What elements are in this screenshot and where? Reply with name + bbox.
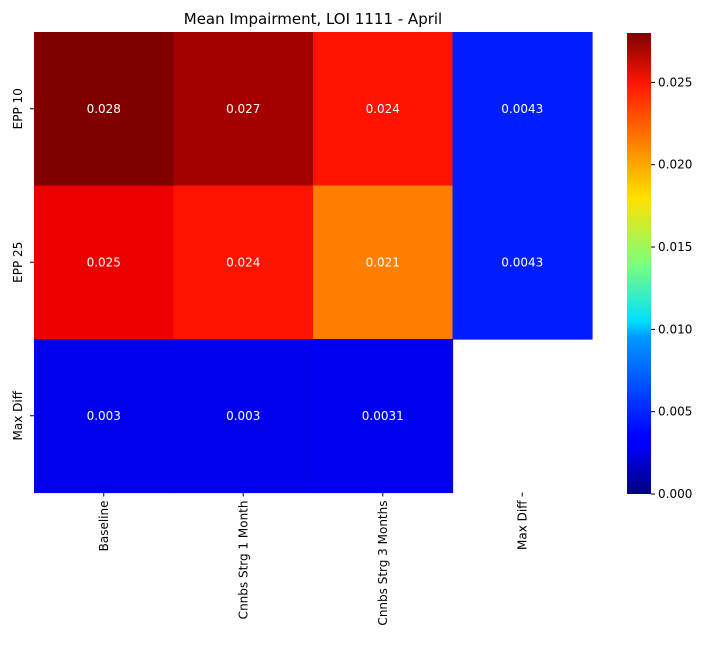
- column-tick-label: Baseline: [97, 501, 111, 552]
- cell-value-label: 0.024: [366, 102, 400, 116]
- heatmap-cell: [313, 185, 454, 340]
- colorbar-gradient: [627, 33, 651, 494]
- colorbar-tick-label: 0.020: [658, 158, 692, 172]
- row-tick-labels: EPP 10 EPP 25 Max Diff: [11, 88, 34, 440]
- heatmap-cell: [313, 339, 454, 494]
- colorbar: 0.000 0.005 0.010 0.015 0.020 0.025: [627, 33, 692, 501]
- heatmap-cell: [34, 32, 175, 187]
- row-tick-label: Max Diff: [11, 390, 25, 440]
- heatmap-cell: [452, 185, 593, 340]
- heatmap-cells: 0.028 0.027 0.024 0.0043 0.025 0.024 0.021 0.00…: [34, 32, 593, 494]
- cell-value-label: 0.0031: [362, 409, 404, 423]
- heatmap-cell: [173, 32, 314, 187]
- colorbar-tick-label: 0.025: [658, 75, 692, 89]
- heatmap-cell: [313, 32, 454, 187]
- cell-value-label: 0.025: [87, 255, 121, 269]
- column-tick-label: Cnnbs Strg 3 Months: [376, 501, 390, 626]
- cell-value-label: 0.024: [226, 255, 260, 269]
- colorbar-tick-label: 0.010: [658, 322, 692, 336]
- cell-value-label: 0.003: [226, 409, 260, 423]
- colorbar-tick-label: 0.000: [658, 487, 692, 501]
- cell-value-label: 0.0043: [501, 102, 543, 116]
- cell-value-label: 0.021: [366, 255, 400, 269]
- cell-value-label: 0.028: [87, 102, 121, 116]
- column-tick-labels: Baseline Cnnbs Strg 1 Month Cnnbs Strg 3 M…: [97, 492, 529, 626]
- heatmap-cell: [34, 185, 175, 340]
- cell-value-label: 0.0043: [501, 255, 543, 269]
- colorbar-tick-label: 0.005: [658, 405, 692, 419]
- cell-value-label: 0.003: [87, 409, 121, 423]
- heatmap-cell: [452, 32, 593, 187]
- colorbar-tick-label: 0.015: [658, 240, 692, 254]
- column-tick-label: Cnnbs Strg 1 Month: [236, 501, 250, 620]
- heatmap-cell: [173, 185, 314, 340]
- heatmap-cell: [173, 339, 314, 494]
- row-tick-label: EPP 10: [11, 88, 25, 129]
- cell-value-label: 0.027: [226, 102, 260, 116]
- heatmap-cell: [34, 339, 175, 494]
- column-tick-label: Max Diff: [515, 500, 529, 550]
- row-tick-label: EPP 25: [11, 242, 25, 283]
- chart-title: Mean Impairment, LOI 1111 - April: [184, 10, 442, 28]
